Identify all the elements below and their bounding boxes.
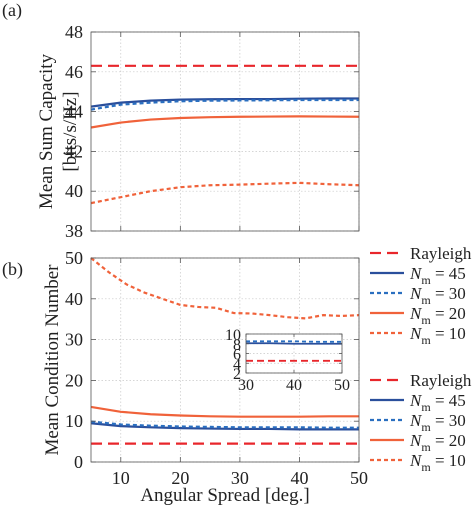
y-tick-label: 4 <box>233 356 241 373</box>
panel-b-plot: 10 20 30 40 50 0 10 20 30 40 50 <box>65 248 368 488</box>
x-tick-label: 50 <box>350 468 368 488</box>
legend-label-value: = 30 <box>431 411 466 430</box>
x-tick-label: 20 <box>171 468 189 488</box>
y-tick-label: 0 <box>74 452 83 472</box>
legend-label-value: = 10 <box>431 451 466 470</box>
legend-label: Nm = 10 <box>409 451 466 474</box>
y-tick-label: 6 <box>233 347 241 364</box>
x-axis-label: Angular Spread [deg.] <box>140 485 309 506</box>
y-tick-label: 10 <box>65 411 83 431</box>
legend-label: Nm = 45 <box>409 264 466 287</box>
y-tick-label: 30 <box>65 330 83 350</box>
y-tick-label: 8 <box>233 337 241 354</box>
y-tick-label: 10 <box>225 327 241 344</box>
legend-label: Rayleigh <box>410 244 472 263</box>
legend-label-subscript: m <box>421 420 431 434</box>
panel-b-plot-series-3-line <box>90 405 359 418</box>
legend-label: Nm = 20 <box>409 304 466 327</box>
legend-label-value: = 10 <box>431 324 466 343</box>
legend-label-symbol: N <box>409 431 423 450</box>
legend-label: Nm = 30 <box>409 411 466 434</box>
y-tick-label: 40 <box>65 181 83 201</box>
y-tick-label: 46 <box>65 62 83 82</box>
legend-label-symbol: N <box>409 284 423 303</box>
legend-label: Nm = 10 <box>409 324 466 347</box>
panel-a-plot-series-4-line <box>90 181 360 205</box>
legend-label-value: = 20 <box>431 304 466 323</box>
legend-label-value: = 20 <box>431 431 466 450</box>
y-tick-label: 40 <box>65 289 83 309</box>
x-tick-label: 40 <box>290 468 308 488</box>
y-tick-label: 44 <box>65 102 83 122</box>
panel-label: (b) <box>2 259 23 280</box>
legend-label-symbol: N <box>409 304 423 323</box>
legend-label-value: = 45 <box>431 391 466 410</box>
legend-label-subscript: m <box>421 333 431 347</box>
panel-b-plot-series-4-line <box>90 257 360 320</box>
legend-label-value: = 30 <box>431 284 466 303</box>
legend-label: Nm = 20 <box>409 431 466 454</box>
y-tick-label: 2 <box>233 366 241 383</box>
legend-label: Rayleigh <box>410 371 472 390</box>
legend-label-subscript: m <box>421 460 431 474</box>
panel-a-plot-frame <box>90 31 360 232</box>
legend-label: Nm = 45 <box>409 391 466 414</box>
panel-b-plot-series-1-line <box>90 422 359 431</box>
y-axis-label: Mean Sum Capacity <box>36 53 57 209</box>
legend-label-symbol: N <box>409 324 423 343</box>
legend-label-symbol: N <box>409 451 423 470</box>
legend-label-symbol: N <box>409 391 423 410</box>
legend-label: Nm = 30 <box>409 284 466 307</box>
panel-a-plot-background <box>91 32 359 231</box>
panel-a-plot-series-2-line <box>90 98 359 111</box>
legend-label-subscript: m <box>421 440 431 454</box>
legend-label-subscript: m <box>421 293 431 307</box>
y-tick-label: 38 <box>65 221 83 241</box>
panel-b-plot-frame <box>90 257 360 463</box>
legend-label-subscript: m <box>421 273 431 287</box>
y-axis-label: Mean Condition Number <box>42 264 63 456</box>
panel-a-plot: 38 40 42 44 46 48 <box>65 22 360 241</box>
x-tick-label: 50 <box>334 377 350 394</box>
y-tick-label: 48 <box>65 22 83 42</box>
x-tick-label: 10 <box>112 468 130 488</box>
legend-label-symbol: N <box>409 411 423 430</box>
y-tick-label: 20 <box>65 370 83 390</box>
x-tick-label: 40 <box>286 377 302 394</box>
legend-label-value: = 45 <box>431 264 466 283</box>
y-axis-label-units: [bits/s/Hz] <box>60 91 81 171</box>
panel-a-plot-series-3-line <box>90 115 360 129</box>
legend-label-subscript: m <box>421 400 431 414</box>
panel-label: (a) <box>2 0 22 21</box>
legend-label-subscript: m <box>421 313 431 327</box>
x-tick-label: 30 <box>238 377 254 394</box>
panel-b-plot-series-2-line <box>90 420 359 429</box>
y-tick-label: 50 <box>65 248 83 268</box>
x-tick-label: 30 <box>231 468 249 488</box>
panel-a-plot-series-1-line <box>90 97 359 108</box>
y-tick-label: 42 <box>65 141 83 161</box>
legend-label-symbol: N <box>409 264 423 283</box>
